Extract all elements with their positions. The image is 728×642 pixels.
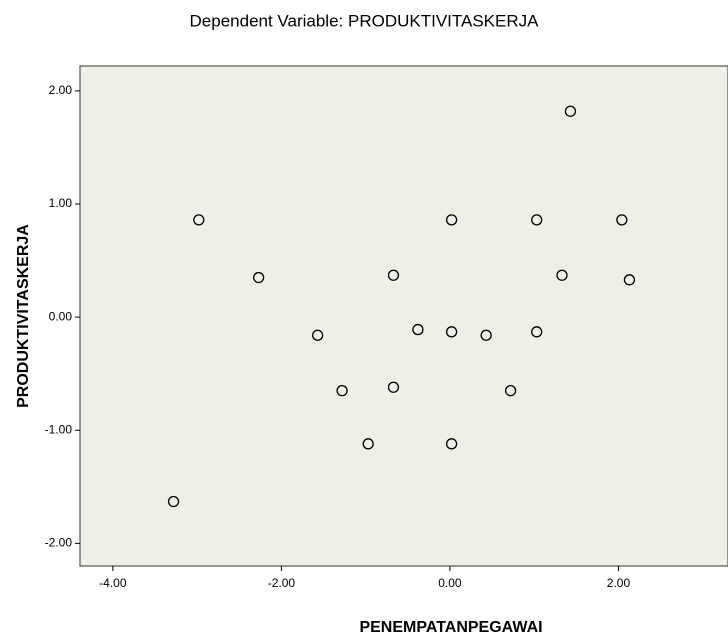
y-tick-label: -2.00	[45, 536, 73, 550]
x-tick-label: -2.00	[268, 576, 296, 590]
x-axis-label: PENEMPATANPEGAWAI	[359, 619, 542, 636]
plot-area	[80, 66, 728, 566]
x-tick-label: -4.00	[99, 576, 127, 590]
chart-title: Dependent Variable: PRODUKTIVITASKERJA	[190, 11, 540, 30]
y-tick-label: 1.00	[49, 196, 73, 210]
x-tick-label: 0.00	[438, 576, 462, 590]
x-tick-label: 2.00	[607, 576, 631, 590]
y-axis-label: PRODUKTIVITASKERJA	[15, 224, 32, 408]
y-tick-label: 2.00	[49, 83, 73, 97]
y-tick-label: -1.00	[45, 422, 73, 436]
y-tick-label: 0.00	[49, 309, 73, 323]
chart: Dependent Variable: PRODUKTIVITASKERJA P…	[0, 0, 728, 642]
